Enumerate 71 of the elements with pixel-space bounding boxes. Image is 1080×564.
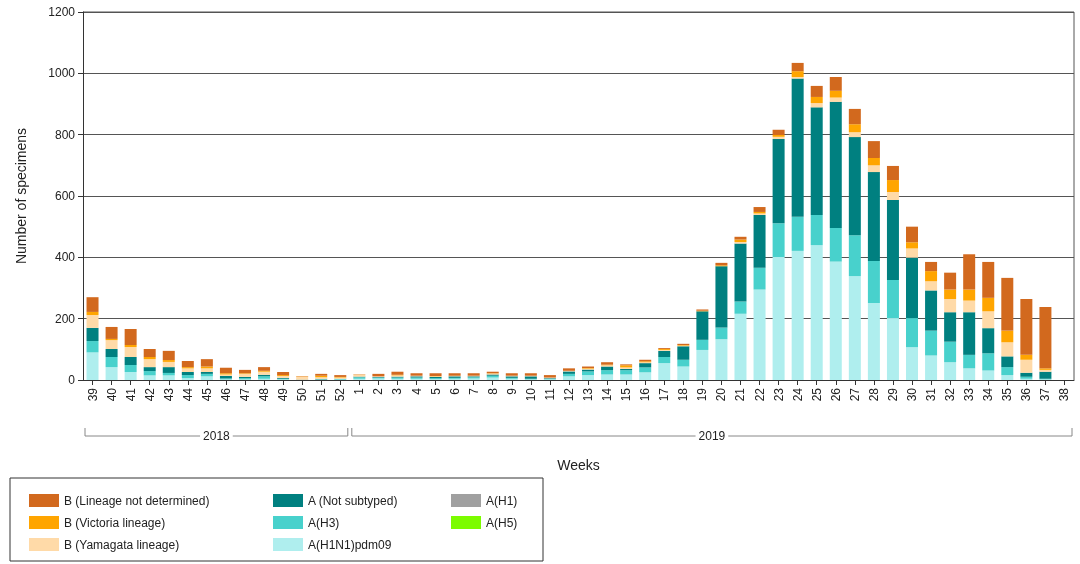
x-tick-label: 27 — [847, 387, 862, 402]
x-tick-label: 3 — [390, 387, 405, 395]
y-tick-label: 800 — [54, 127, 76, 142]
text: 2019 — [698, 429, 726, 443]
x-tick-label: 42 — [142, 387, 157, 402]
x-tick-label: 26 — [828, 387, 843, 402]
x-tick-label: 48 — [257, 387, 272, 402]
x-tick-label: 23 — [771, 387, 786, 402]
y-axis-title: Number of specimens — [13, 127, 29, 265]
y-tick-label: 600 — [54, 189, 76, 203]
x-tick-label: 21 — [733, 387, 748, 402]
x-tick-label: 30 — [905, 387, 920, 402]
legend-label: B (Lineage not determined) — [64, 493, 210, 508]
x-tick-label: 4 — [409, 387, 424, 395]
x-tick-label: 12 — [561, 387, 576, 402]
x-tick-label: 11 — [542, 387, 557, 401]
x-tick-label: 34 — [981, 387, 996, 402]
x-tick-label: 28 — [866, 387, 881, 402]
y-tick-label: 0 — [68, 373, 76, 387]
x-tick-label: 31 — [924, 387, 939, 402]
x-tick-label: 41 — [123, 387, 138, 402]
x-tick-label: 47 — [237, 387, 252, 402]
y-tick-label: 1200 — [48, 5, 76, 19]
x-tick-label: 45 — [199, 387, 214, 402]
x-tick-label: 18 — [676, 387, 691, 402]
x-tick-label: 36 — [1019, 387, 1034, 402]
text: 2018 — [203, 429, 231, 443]
legend-label: A(H1N1)pdm09 — [308, 537, 392, 552]
x-tick-label: 17 — [657, 387, 672, 402]
x-tick-label: 10 — [523, 387, 538, 402]
legend-label: A(H3) — [308, 515, 340, 530]
x-tick-label: 14 — [600, 387, 615, 402]
y-tick-label: 200 — [54, 311, 76, 326]
x-tick-label: 20 — [714, 387, 729, 402]
x-tick-label: 8 — [485, 387, 500, 395]
x-tick-label: 13 — [581, 387, 596, 402]
x-tick-label: 9 — [504, 387, 519, 395]
legend-label: B (Victoria lineage) — [64, 515, 166, 530]
x-tick-label: 43 — [161, 387, 176, 402]
x-tick-label: 52 — [333, 387, 348, 402]
x-tick-label: 49 — [276, 387, 291, 402]
x-tick-label: 33 — [962, 387, 977, 402]
x-tick-label: 16 — [638, 387, 653, 402]
x-tick-label: 7 — [466, 387, 481, 395]
x-tick-label: 24 — [790, 387, 805, 402]
x-tick-label: 1 — [352, 387, 367, 395]
x-tick-label: 25 — [809, 387, 824, 402]
x-tick-label: 38 — [1057, 387, 1072, 402]
x-axis-title: Weeks — [557, 457, 600, 473]
x-tick-label: 46 — [218, 387, 233, 402]
x-tick-label: 50 — [295, 387, 310, 402]
x-tick-label: 37 — [1038, 387, 1053, 402]
x-tick-label: 2 — [371, 387, 386, 395]
x-tick-label: 39 — [85, 387, 100, 402]
x-tick-label: 19 — [695, 387, 710, 402]
x-tick-label: 5 — [428, 387, 443, 395]
legend-label: A(H1) — [486, 493, 518, 508]
x-tick-label: 29 — [885, 387, 900, 402]
legend-label: A (Not subtyped) — [308, 493, 398, 508]
x-tick-label: 40 — [104, 387, 119, 402]
x-tick-label: 32 — [943, 387, 958, 402]
legend-label: A(H5) — [486, 515, 518, 530]
x-tick-label: 15 — [619, 387, 634, 402]
x-tick-label: 51 — [314, 387, 329, 402]
legend-label: B (Yamagata lineage) — [64, 537, 180, 552]
x-tick-label: 44 — [180, 387, 195, 402]
x-tick-label: 35 — [1000, 387, 1015, 402]
y-tick-label: 400 — [54, 250, 76, 265]
y-tick-label: 1000 — [48, 66, 76, 81]
x-tick-label: 22 — [752, 387, 767, 402]
x-tick-label: 6 — [447, 387, 462, 395]
